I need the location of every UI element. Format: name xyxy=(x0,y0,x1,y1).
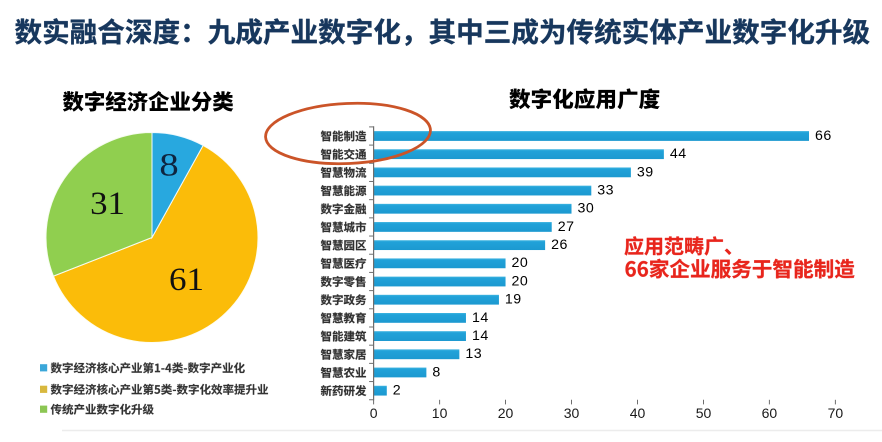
svg-text:20: 20 xyxy=(498,405,514,421)
svg-text:39: 39 xyxy=(637,164,654,180)
svg-text:30: 30 xyxy=(564,405,580,421)
svg-text:40: 40 xyxy=(630,405,646,421)
svg-text:61: 61 xyxy=(169,262,204,298)
svg-text:26: 26 xyxy=(551,237,568,253)
svg-text:0: 0 xyxy=(370,405,378,421)
svg-text:44: 44 xyxy=(670,146,687,162)
svg-text:50: 50 xyxy=(696,405,712,421)
svg-text:14: 14 xyxy=(472,310,489,326)
svg-text:30: 30 xyxy=(578,201,595,217)
svg-text:31: 31 xyxy=(90,186,125,222)
svg-text:20: 20 xyxy=(512,255,529,271)
svg-text:19: 19 xyxy=(505,292,522,308)
svg-text:8: 8 xyxy=(159,148,178,184)
svg-text:10: 10 xyxy=(432,405,448,421)
svg-text:70: 70 xyxy=(828,405,844,421)
svg-text:14: 14 xyxy=(472,328,489,344)
svg-text:27: 27 xyxy=(558,219,575,235)
svg-text:20: 20 xyxy=(512,273,529,289)
svg-text:60: 60 xyxy=(762,405,778,421)
svg-text:2: 2 xyxy=(393,383,401,399)
svg-text:13: 13 xyxy=(465,346,482,362)
svg-text:33: 33 xyxy=(597,182,614,198)
svg-text:8: 8 xyxy=(432,364,440,380)
svg-text:66: 66 xyxy=(815,128,832,144)
